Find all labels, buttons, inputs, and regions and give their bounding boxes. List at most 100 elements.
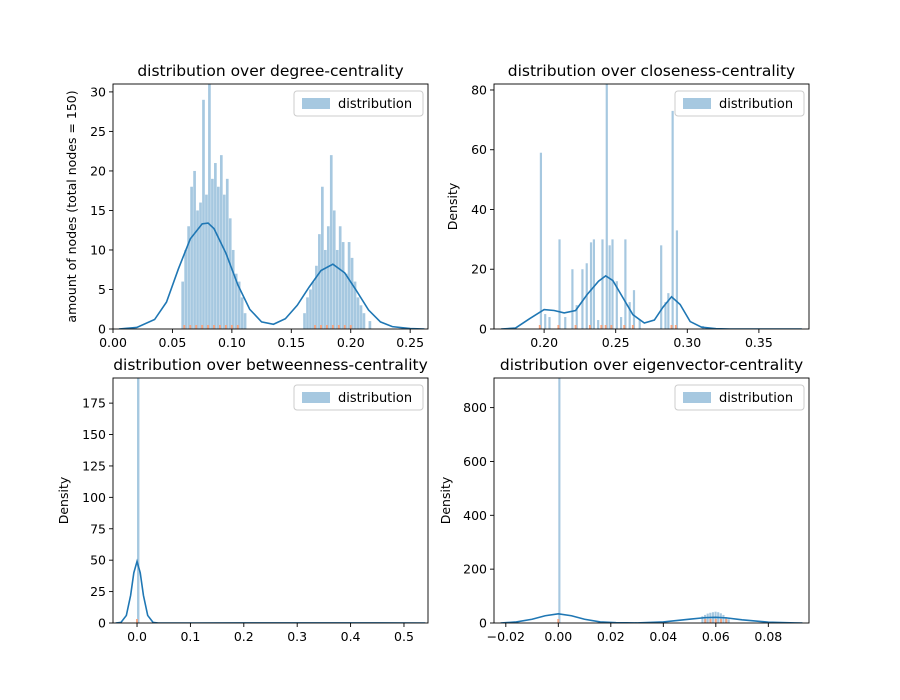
histogram-bar (321, 186, 324, 329)
histogram-bar (727, 619, 730, 623)
y-tick-label: 125 (82, 458, 106, 473)
histogram-bar (332, 210, 336, 329)
kde-line (118, 222, 425, 329)
axes-frame (493, 83, 810, 330)
y-tick-label: 25 (90, 124, 106, 139)
y-tick-label: 800 (463, 400, 487, 415)
x-tick-label: 0.05 (159, 335, 187, 350)
kde-line (115, 558, 426, 623)
y-axis-label: amount of nodes (total nodes = 150) (64, 90, 79, 322)
y-tick-label: 20 (90, 163, 106, 178)
y-tick-label: 600 (463, 454, 487, 469)
histogram-bar (704, 614, 707, 623)
chart-title: distribution over eigenvector-centrality (500, 356, 803, 374)
histogram-bar (620, 317, 623, 329)
legend-swatch (683, 392, 711, 403)
axes-frame (112, 83, 429, 330)
x-tick-label: 0.25 (396, 335, 424, 350)
y-tick-label: 15 (90, 203, 106, 218)
histogram-bar (638, 320, 641, 329)
histogram-bar (628, 302, 631, 329)
histogram-bar (234, 273, 238, 329)
legend-swatch (302, 98, 330, 109)
plot-marks (501, 84, 802, 329)
histogram-bar (211, 178, 214, 329)
histogram-bar (137, 378, 140, 623)
x-tick-label: 0.4 (341, 629, 361, 644)
x-tick-label: 0.30 (673, 335, 701, 350)
legend-box (674, 384, 805, 411)
y-tick-label: 0 (479, 616, 487, 631)
histogram-bar (208, 84, 211, 329)
histogram-bar (335, 249, 339, 329)
histogram-bar (344, 273, 348, 329)
histogram-bar (592, 239, 595, 329)
histogram-bar (231, 249, 235, 329)
histogram-bar (353, 281, 357, 329)
histogram-bar (597, 320, 600, 329)
subplot-1: 0.00 0.05 0.10 0.15 0.20 0.25 0 5 10 15 20 25 30 dist… (64, 62, 429, 350)
histogram-bar (196, 210, 199, 329)
histogram-bar (611, 239, 614, 329)
plot-marks (118, 84, 425, 329)
legend-swatch (302, 392, 330, 403)
histogram-bar (312, 281, 315, 329)
x-tick-label: 0.3 (287, 629, 307, 644)
y-tick-label: 0 (479, 322, 487, 337)
histogram-bar (217, 186, 220, 329)
histogram-bar (667, 293, 670, 329)
y-tick-label: 100 (82, 490, 106, 505)
legend-box (293, 90, 424, 117)
legend-label: distribution (719, 97, 793, 112)
histogram-bar (701, 616, 704, 623)
x-tick-label: 0.04 (649, 629, 677, 644)
histogram-bar (605, 84, 608, 329)
y-tick-label: 400 (463, 508, 487, 523)
histogram-bar (181, 281, 185, 329)
histogram-bar (222, 194, 226, 329)
histogram-bar (615, 281, 618, 329)
histogram-bar (193, 170, 196, 329)
histogram-bar (202, 99, 205, 329)
y-tick-label: 30 (90, 84, 106, 99)
histogram-bar (225, 178, 229, 329)
histogram-bar (544, 314, 547, 329)
chart-title: distribution over degree-centrality (137, 62, 403, 80)
histogram-bar (214, 163, 217, 329)
y-axis-label: Density (56, 476, 71, 524)
kde-line (501, 274, 802, 329)
y-tick-label: 80 (471, 82, 487, 97)
histogram-bar (722, 614, 725, 623)
histogram-bar (306, 297, 309, 329)
y-axis-label: Density (438, 476, 453, 524)
histogram-bar (362, 313, 366, 329)
y-tick-label: 60 (471, 142, 487, 157)
histogram-bar (329, 155, 333, 329)
histogram-bar (341, 242, 345, 329)
y-tick-label: 200 (463, 562, 487, 577)
legend-box (674, 90, 805, 117)
x-tick-label: 0.15 (277, 335, 305, 350)
histogram-bar (581, 269, 584, 329)
x-tick-label: 0.10 (218, 335, 246, 350)
x-tick-label: 0.00 (99, 335, 127, 350)
x-tick-label: 0.20 (530, 335, 558, 350)
histogram-bar (571, 269, 574, 329)
y-tick-label: 0 (98, 616, 106, 631)
histogram-bar (539, 152, 543, 329)
legend-box (293, 384, 424, 411)
chart-title: distribution over betweenness-centrality (113, 356, 428, 374)
histogram-bar (608, 245, 611, 329)
histogram-bar (323, 249, 327, 329)
chart-title: distribution over closeness-centrality (508, 62, 795, 80)
y-tick-label: 175 (82, 396, 106, 411)
histogram-bar (243, 313, 247, 329)
histogram-bar (228, 218, 232, 329)
y-tick-label: 25 (90, 584, 106, 599)
x-tick-label: 0.08 (754, 629, 782, 644)
legend-swatch (683, 98, 711, 109)
histogram-bar (624, 239, 627, 329)
histogram-bar (338, 226, 342, 329)
histogram-bar (660, 245, 663, 329)
